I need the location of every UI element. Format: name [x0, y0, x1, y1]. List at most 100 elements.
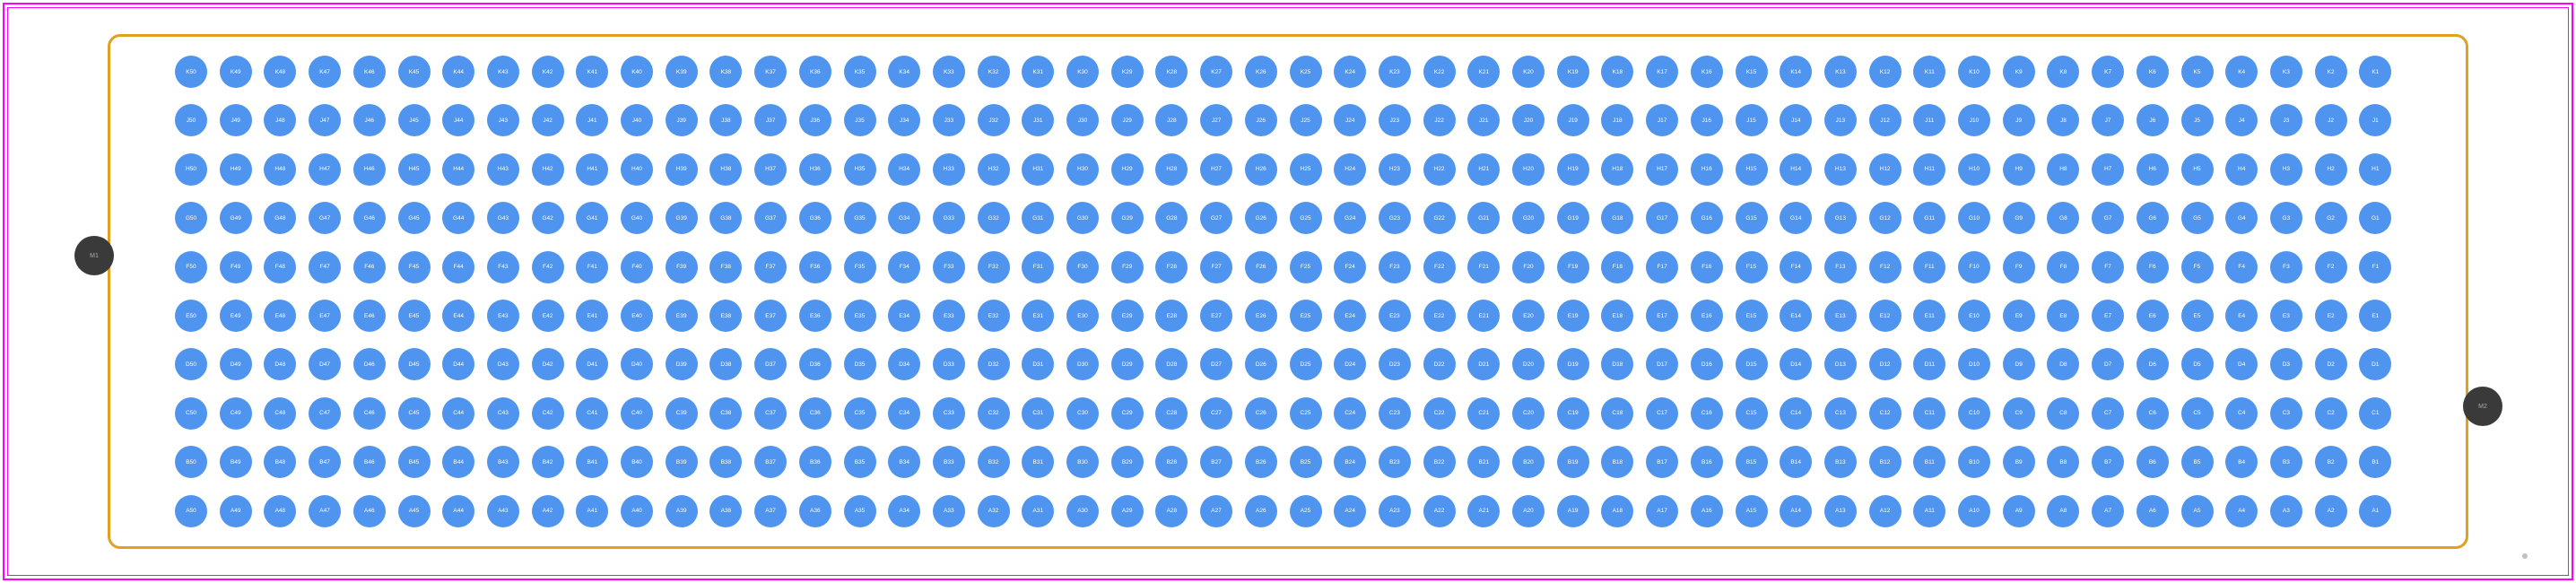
- pad-e23: E23: [1379, 300, 1411, 332]
- pad-f34: F34: [888, 251, 920, 283]
- pad-k22: K22: [1423, 56, 1456, 88]
- pad-c11: C11: [1913, 397, 1945, 430]
- pad-f7: F7: [2092, 251, 2124, 283]
- pad-a1: A1: [2359, 495, 2391, 527]
- pad-e24: E24: [1334, 300, 1366, 332]
- pad-e45: E45: [398, 300, 431, 332]
- pad-k2: K2: [2315, 56, 2347, 88]
- pad-g49: G49: [220, 202, 252, 234]
- pad-f40: F40: [621, 251, 653, 283]
- pad-f21: F21: [1467, 251, 1500, 283]
- pad-f46: F46: [353, 251, 386, 283]
- pad-f42: F42: [532, 251, 564, 283]
- pad-h41: H41: [576, 153, 608, 186]
- pad-e16: E16: [1691, 300, 1723, 332]
- pad-b13: B13: [1824, 446, 1857, 478]
- pad-e34: E34: [888, 300, 920, 332]
- pad-c43: C43: [487, 397, 519, 430]
- pad-d6: D6: [2137, 348, 2169, 380]
- origin-mark: [2522, 553, 2528, 559]
- pad-k45: K45: [398, 56, 431, 88]
- pad-c34: C34: [888, 397, 920, 430]
- pad-f43: F43: [487, 251, 519, 283]
- pad-a46: A46: [353, 495, 386, 527]
- pad-h33: H33: [933, 153, 965, 186]
- pad-a43: A43: [487, 495, 519, 527]
- pad-g3: G3: [2270, 202, 2302, 234]
- pad-h37: H37: [754, 153, 787, 186]
- pad-f1: F1: [2359, 251, 2391, 283]
- pad-b26: B26: [1245, 446, 1277, 478]
- pad-h11: H11: [1913, 153, 1945, 186]
- pad-c48: C48: [264, 397, 296, 430]
- pad-f22: F22: [1423, 251, 1456, 283]
- pad-j49: J49: [220, 104, 252, 136]
- pad-h2: H2: [2315, 153, 2347, 186]
- pad-k30: K30: [1066, 56, 1099, 88]
- pad-h12: H12: [1869, 153, 1902, 186]
- pad-c46: C46: [353, 397, 386, 430]
- pad-a27: A27: [1200, 495, 1232, 527]
- pad-c19: C19: [1557, 397, 1589, 430]
- pad-b36: B36: [799, 446, 831, 478]
- pad-f47: F47: [309, 251, 341, 283]
- pad-j15: J15: [1736, 104, 1768, 136]
- pad-h25: H25: [1290, 153, 1322, 186]
- pad-f31: F31: [1022, 251, 1054, 283]
- pad-a35: A35: [844, 495, 876, 527]
- pad-j35: J35: [844, 104, 876, 136]
- pad-k26: K26: [1245, 56, 1277, 88]
- pad-b29: B29: [1111, 446, 1144, 478]
- pad-a12: A12: [1869, 495, 1902, 527]
- pad-c22: C22: [1423, 397, 1456, 430]
- pad-a21: A21: [1467, 495, 1500, 527]
- pad-h28: H28: [1155, 153, 1188, 186]
- pad-c14: C14: [1780, 397, 1812, 430]
- pad-e19: E19: [1557, 300, 1589, 332]
- pad-a19: A19: [1557, 495, 1589, 527]
- pad-f5: F5: [2181, 251, 2214, 283]
- pad-f33: F33: [933, 251, 965, 283]
- pad-c17: C17: [1646, 397, 1678, 430]
- pad-f32: F32: [978, 251, 1010, 283]
- pad-h34: H34: [888, 153, 920, 186]
- pad-a10: A10: [1958, 495, 1990, 527]
- pad-h21: H21: [1467, 153, 1500, 186]
- pad-d29: D29: [1111, 348, 1144, 380]
- pad-h40: H40: [621, 153, 653, 186]
- pad-c20: C20: [1512, 397, 1545, 430]
- pad-f49: F49: [220, 251, 252, 283]
- pad-j39: J39: [666, 104, 698, 136]
- pad-h27: H27: [1200, 153, 1232, 186]
- pad-c3: C3: [2270, 397, 2302, 430]
- pad-h8: H8: [2047, 153, 2079, 186]
- pad-g6: G6: [2137, 202, 2169, 234]
- pad-a14: A14: [1780, 495, 1812, 527]
- pad-c24: C24: [1334, 397, 1366, 430]
- pad-f25: F25: [1290, 251, 1322, 283]
- pad-c18: C18: [1601, 397, 1633, 430]
- pad-e36: E36: [799, 300, 831, 332]
- pad-g42: G42: [532, 202, 564, 234]
- pad-b10: B10: [1958, 446, 1990, 478]
- pad-g5: G5: [2181, 202, 2214, 234]
- pad-e47: E47: [309, 300, 341, 332]
- pad-c26: C26: [1245, 397, 1277, 430]
- pad-c29: C29: [1111, 397, 1144, 430]
- pad-k44: K44: [442, 56, 474, 88]
- pad-f45: F45: [398, 251, 431, 283]
- pad-h36: H36: [799, 153, 831, 186]
- pad-b32: B32: [978, 446, 1010, 478]
- pad-h46: H46: [353, 153, 386, 186]
- pad-c16: C16: [1691, 397, 1723, 430]
- pad-e13: E13: [1824, 300, 1857, 332]
- pad-a29: A29: [1111, 495, 1144, 527]
- pad-a37: A37: [754, 495, 787, 527]
- pad-e29: E29: [1111, 300, 1144, 332]
- pad-k49: K49: [220, 56, 252, 88]
- pad-d49: D49: [220, 348, 252, 380]
- pad-c42: C42: [532, 397, 564, 430]
- pad-k43: K43: [487, 56, 519, 88]
- pad-g43: G43: [487, 202, 519, 234]
- pad-f6: F6: [2137, 251, 2169, 283]
